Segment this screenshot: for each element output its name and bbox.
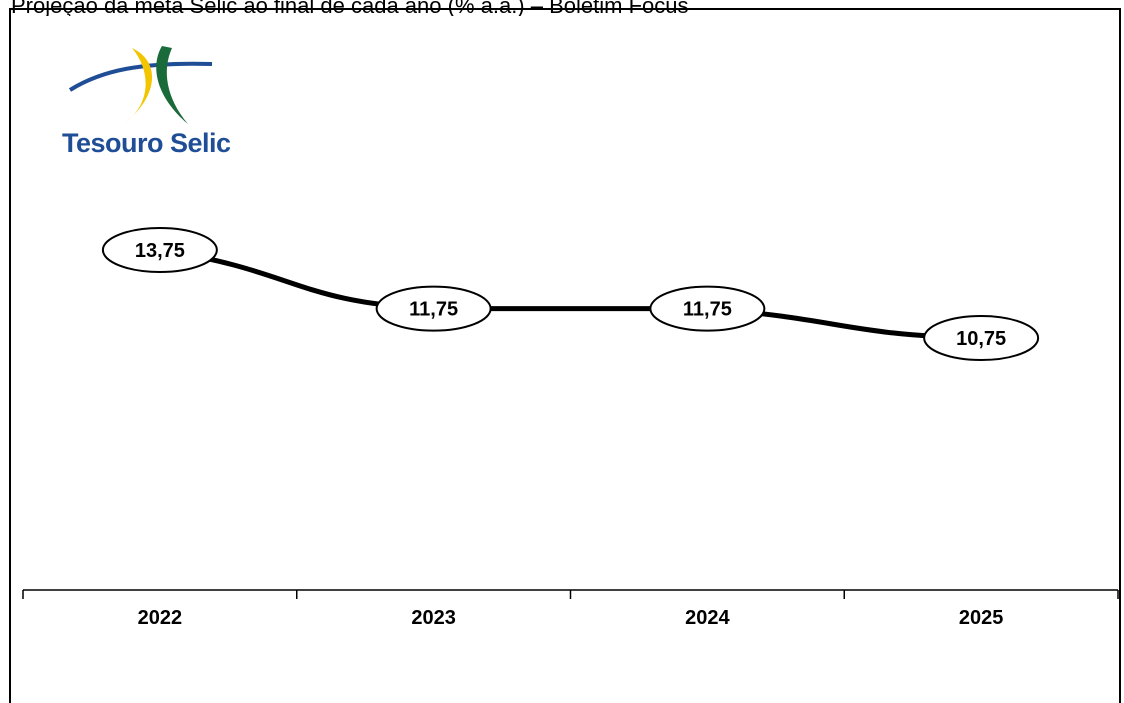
- chart-title: Projeção da meta Selic ao final de cada …: [11, 0, 689, 16]
- x-tick-labels: 2022 2023 2024 2025: [138, 607, 1004, 629]
- data-point-marker: [923, 315, 1040, 361]
- data-point-marker: [375, 285, 492, 332]
- x-tick-label-2024: 2024: [685, 607, 730, 629]
- data-point-marker: [649, 285, 766, 332]
- data-label: 13,75: [135, 240, 185, 262]
- data-point-marker: [101, 227, 218, 273]
- data-point-2024: 11,75: [649, 285, 766, 332]
- data-point-2022: 13,75: [101, 227, 218, 273]
- series-line: [157, 247, 984, 341]
- x-tick-label-2025: 2025: [959, 607, 1004, 629]
- data-label: 11,75: [409, 299, 458, 321]
- x-tick-label-2023: 2023: [411, 607, 456, 629]
- x-axis: [22, 589, 1119, 599]
- data-point-2025: 10,75: [923, 315, 1040, 361]
- x-tick-label-2022: 2022: [138, 607, 183, 629]
- data-markers: 13,75 11,75 11,75 10,75: [101, 227, 1040, 361]
- data-label: 10,75: [956, 328, 1006, 350]
- tesouro-selic-logo: Tesouro Selic: [62, 42, 262, 162]
- logo-text: Tesouro Selic: [62, 128, 231, 158]
- chart-frame: Projeção da meta Selic ao final de cada …: [9, 0, 1121, 703]
- logo-mark-icon: [68, 46, 213, 124]
- data-point-2023: 11,75: [375, 285, 492, 332]
- data-label: 11,75: [683, 299, 732, 321]
